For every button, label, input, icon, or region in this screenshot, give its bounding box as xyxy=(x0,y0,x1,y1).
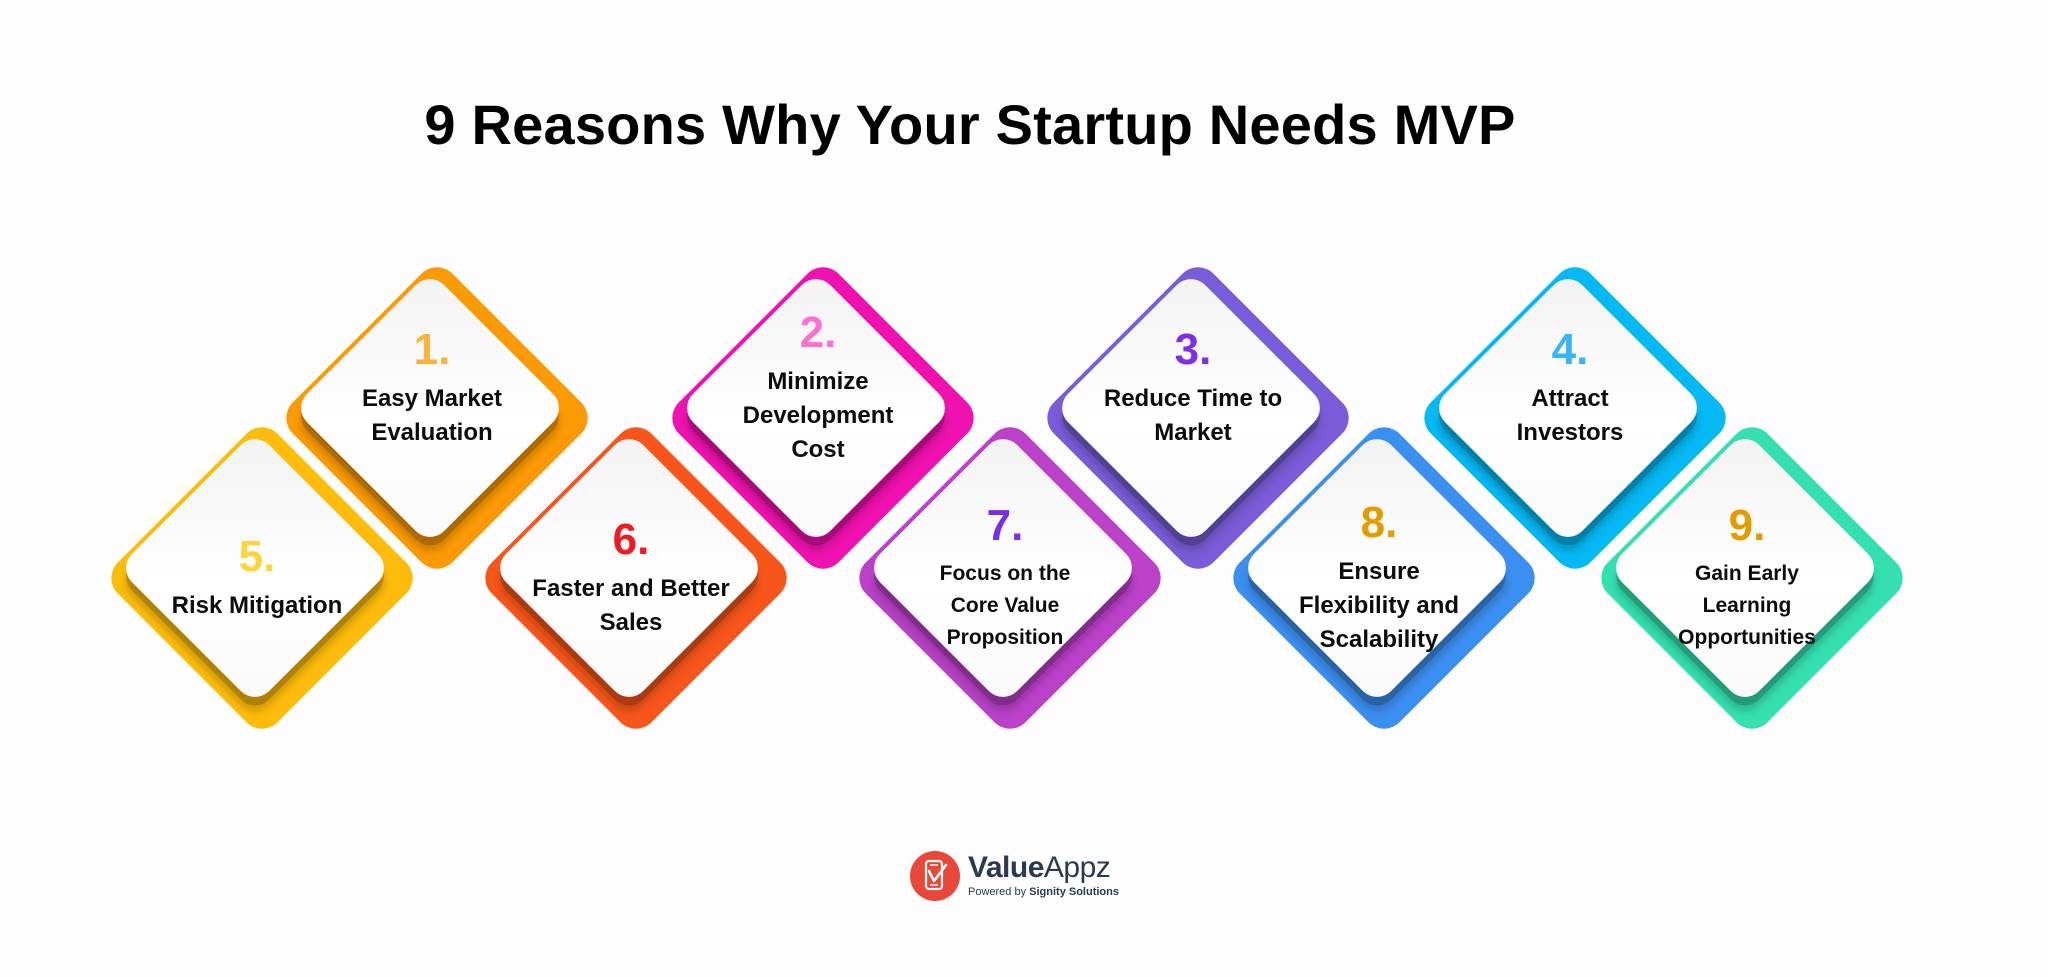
reason-5-number: 5. xyxy=(238,532,276,581)
logo-name-regular: Appz xyxy=(1043,851,1111,884)
reason-9-number: 9. xyxy=(1728,501,1766,550)
logo-tagline-brand: Signity Solutions xyxy=(1029,886,1119,898)
reason-4-number: 4. xyxy=(1551,325,1589,374)
logo-wordmark: ValueAppz xyxy=(968,853,1119,883)
reason-7-number: 7. xyxy=(986,501,1024,550)
reason-4-label: Attract Investors xyxy=(1516,385,1624,446)
valueappz-logo: ValueAppz Powered by Signity Solutions xyxy=(910,850,1119,902)
page-title: 9 Reasons Why Your Startup Needs MVP xyxy=(424,93,1516,156)
reason-9-label: Gain Early Learning Opportunities xyxy=(1678,562,1816,649)
reason-1-number: 1. xyxy=(413,325,451,374)
logo-name-bold: Value xyxy=(968,851,1044,884)
reason-3-number: 3. xyxy=(1174,325,1212,374)
reason-6-number: 6. xyxy=(612,515,650,564)
reason-7-label: Focus on the Core Value Proposition xyxy=(939,562,1071,649)
reason-3-label: Reduce Time to Market xyxy=(1103,385,1283,446)
logo-tagline-prefix: Powered by xyxy=(968,886,1030,898)
reason-6-label: Faster and Better Sales xyxy=(532,575,730,636)
reason-2-label: Minimize Development Cost xyxy=(742,368,894,463)
phone-check-icon xyxy=(910,851,960,901)
reasons-diagram: 5. Risk Mitigation 6. Faster and Better … xyxy=(0,251,2048,747)
reason-8-label: Ensure Flexibility and Scalability xyxy=(1298,558,1460,653)
reason-8-number: 8. xyxy=(1360,498,1398,547)
logo-tagline: Powered by Signity Solutions xyxy=(968,885,1119,899)
reason-1-label: Easy Market Evaluation xyxy=(361,385,503,446)
reason-5-label: Risk Mitigation xyxy=(171,592,343,619)
reason-2-number: 2. xyxy=(799,308,837,357)
